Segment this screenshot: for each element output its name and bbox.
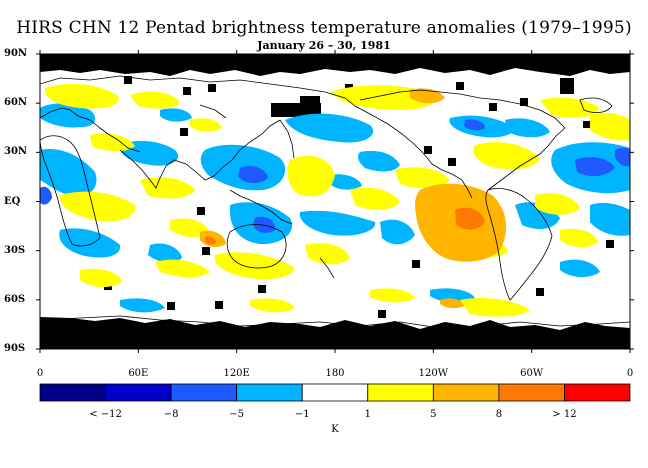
colorbar-tick-label: > 12 xyxy=(552,409,577,420)
lon-label: 120W xyxy=(418,368,449,379)
lon-label: 60E xyxy=(128,368,149,379)
colorbar xyxy=(39,383,631,402)
lat-label: 60S xyxy=(4,293,26,305)
colorbar-segment xyxy=(105,383,172,402)
lat-label: EQ xyxy=(4,195,21,207)
colorbar-segment xyxy=(39,383,106,402)
lon-label: 180 xyxy=(325,368,345,379)
colorbar-tick-label: 5 xyxy=(430,409,437,420)
lat-label: 30S xyxy=(4,244,26,256)
lon-label: 60W xyxy=(520,368,544,379)
colorbar-unit-label: K xyxy=(331,424,339,435)
lon-label: 120E xyxy=(223,368,250,379)
colorbar-tick-label: < −12 xyxy=(89,409,122,420)
lon-label: 0 xyxy=(626,368,634,379)
colorbar-segment xyxy=(564,383,631,402)
colorbar-tick-label: −5 xyxy=(229,409,245,420)
colorbar-tick-label: −8 xyxy=(163,409,179,420)
axis-ticks xyxy=(36,50,634,353)
map-title: HIRS CHN 12 Pentad brightness temperatur… xyxy=(16,18,632,38)
colorbar-segment xyxy=(367,383,434,402)
positive-anomaly-regions xyxy=(44,83,630,317)
negative-anomaly-regions xyxy=(40,103,630,313)
lon-label: 0 xyxy=(36,368,44,379)
colorbar-segment xyxy=(301,383,369,402)
colorbar-segment xyxy=(498,383,565,402)
missing-data-regions xyxy=(40,54,630,349)
lat-label: 30N xyxy=(4,146,28,158)
lat-label: 60N xyxy=(4,97,28,109)
colorbar-tick-label: −1 xyxy=(294,409,310,420)
coastlines xyxy=(40,75,630,329)
colorbar-segment xyxy=(432,383,500,402)
lat-label: 90N xyxy=(4,48,28,59)
colorbar-segment xyxy=(236,383,303,402)
map-subtitle: January 26 – 30, 1981 xyxy=(257,39,391,52)
colorbar-tick-label: 8 xyxy=(495,409,503,420)
lat-label: 90S xyxy=(4,343,26,354)
colorbar-tick-label: 1 xyxy=(364,409,371,420)
colorbar-segment xyxy=(170,383,238,402)
